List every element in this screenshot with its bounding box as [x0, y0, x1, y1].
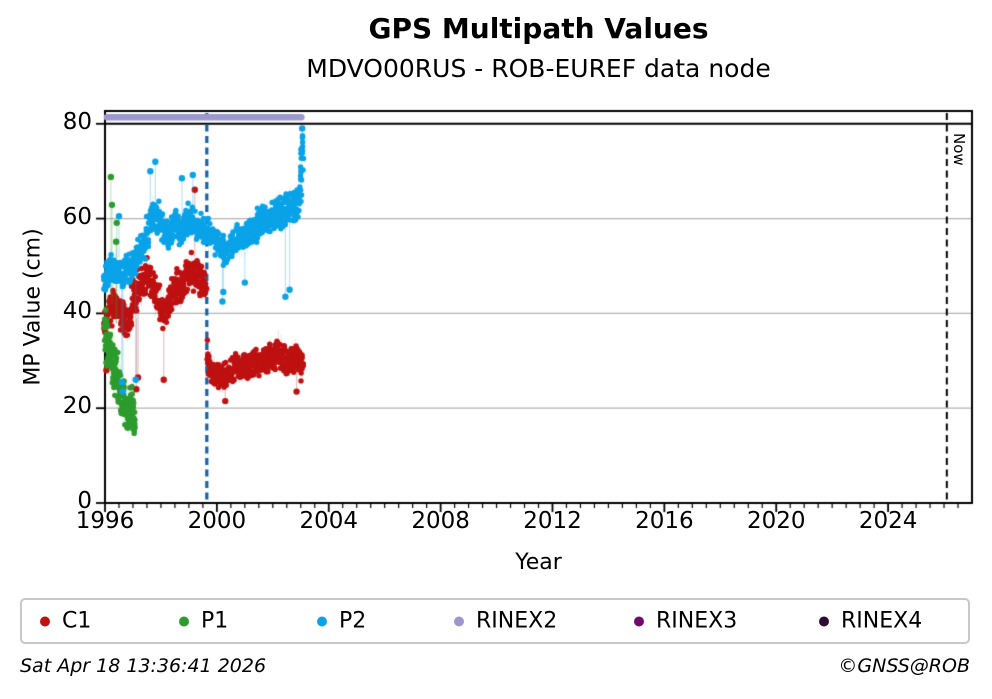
- x-tick-label: 2024: [858, 508, 918, 534]
- now-annotation: Now: [950, 133, 968, 166]
- legend-label: P1: [201, 608, 229, 634]
- y-tick-label: 80: [62, 108, 92, 135]
- legend-marker-rinex2: [454, 616, 464, 626]
- y-tick-label: 0: [77, 488, 92, 514]
- x-tick-label: 1996: [75, 508, 135, 534]
- legend-item-rinex4: RINEX4: [819, 609, 922, 634]
- legend-item-rinex3: RINEX3: [634, 609, 737, 634]
- legend-item-p1: P1: [179, 609, 228, 634]
- legend-marker-rinex4: [819, 616, 829, 626]
- legend-marker-c1: [40, 616, 50, 626]
- credit: ©GNSS@ROB: [838, 655, 970, 677]
- legend-marker-p2: [317, 616, 327, 626]
- legend-label: C1: [62, 608, 92, 634]
- chart-subtitle: MDVO00RUS - ROB-EUREF data node: [306, 54, 771, 83]
- x-tick-label: 2012: [523, 508, 582, 534]
- timestamp: Sat Apr 18 13:36:41 2026: [20, 655, 267, 677]
- y-tick-label: 60: [62, 203, 92, 230]
- legend-label: RINEX2: [476, 608, 558, 634]
- legend-marker-rinex3: [634, 616, 644, 626]
- legend-item-rinex2: RINEX2: [454, 609, 557, 634]
- legend-label: RINEX4: [841, 608, 923, 634]
- y-tick-label: 20: [62, 393, 92, 420]
- x-tick-label: 2008: [411, 508, 470, 534]
- x-axis-label: Year: [515, 550, 562, 575]
- x-tick-label: 2016: [635, 508, 694, 534]
- chart-title: GPS Multipath Values: [368, 12, 709, 45]
- legend-item-c1: C1: [40, 609, 91, 634]
- x-tick-label: 2000: [187, 508, 247, 534]
- legend-marker-p1: [179, 616, 189, 626]
- legend-label: P2: [339, 608, 367, 634]
- legend: C1 P1 P2 RINEX2 RINEX3 RINEX4: [20, 598, 970, 644]
- y-tick-label: 40: [62, 298, 92, 325]
- x-tick-label: 2004: [299, 508, 359, 534]
- x-tick-label: 2020: [746, 508, 806, 534]
- legend-label: RINEX3: [656, 608, 738, 634]
- legend-item-p2: P2: [317, 609, 366, 634]
